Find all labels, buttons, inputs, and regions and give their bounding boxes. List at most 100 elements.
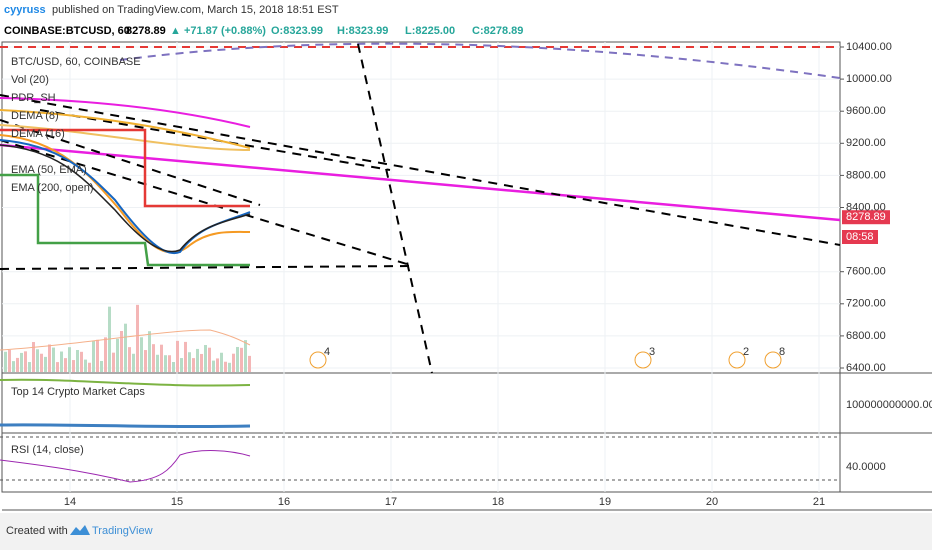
volume-bar	[164, 355, 167, 372]
countdown-box	[842, 230, 878, 244]
volume-bar	[12, 361, 15, 372]
volume-bar	[36, 349, 39, 372]
volume-bar	[100, 360, 103, 372]
logo[interactable]	[70, 525, 90, 535]
legend-item: PDR_SH	[11, 92, 56, 104]
volume-bar	[60, 351, 63, 372]
event-count: 4	[324, 346, 330, 358]
x-tick-label: 18	[492, 496, 504, 508]
cap-line	[0, 378, 251, 387]
volume-bar	[88, 362, 91, 372]
cap-line	[0, 423, 251, 429]
vol-ma	[0, 329, 251, 351]
legend-item: EMA (50, EMA)	[11, 164, 87, 176]
volume-bar	[212, 360, 215, 372]
volume-bar	[168, 355, 171, 372]
volume-bar	[72, 360, 75, 372]
volume-bar	[56, 362, 59, 372]
volume-bar	[224, 361, 227, 372]
event-count: 3	[649, 346, 655, 358]
volume-bar	[176, 340, 179, 372]
volume-bar	[48, 344, 51, 372]
change: ▲ +71.87 (+0.88%)	[170, 25, 266, 37]
event-badge	[634, 351, 652, 369]
volume-bar	[192, 358, 195, 372]
volume-bar	[76, 349, 79, 372]
low: L:8225.00	[405, 25, 455, 37]
x-tick-label: 15	[171, 496, 183, 508]
footer-created: Created with	[6, 525, 68, 537]
volume-bar	[132, 353, 135, 372]
last-price-box	[842, 210, 890, 225]
price-tick-label: 9600.00	[846, 105, 886, 117]
volume-bar	[92, 340, 95, 372]
volume-bar	[228, 362, 231, 372]
event-badge	[309, 351, 327, 369]
volume-bar	[68, 347, 71, 372]
volume-bar	[84, 359, 87, 372]
volume-bar	[44, 356, 47, 372]
ema	[0, 109, 251, 149]
dashed-line	[357, 43, 433, 374]
volume-bar	[200, 353, 203, 372]
symbol-line: COINBASE:BTCUSD, 60 8278.89 ▲ +71.87 (+0…	[4, 25, 523, 37]
high: H:8323.99	[337, 25, 388, 37]
pane-title: RSI (14, close)	[11, 444, 84, 456]
volume-bar	[24, 351, 27, 372]
volume-bar	[52, 347, 55, 372]
dashed-line	[0, 265, 411, 270]
channel-high	[0, 128, 250, 208]
dashed-line	[0, 119, 261, 206]
legend-item: DEMA (8)	[11, 110, 59, 122]
volume-bar	[136, 304, 139, 372]
x-tick-label: 14	[64, 496, 76, 508]
volume-bar	[232, 353, 235, 372]
volume-bar	[124, 323, 127, 372]
legend: BTC/USD, 60, COINBASE Vol (20) PDR_SH DEMA …	[11, 56, 141, 194]
volume-bar	[116, 338, 119, 372]
volume-bar	[180, 358, 183, 372]
volume-bar	[140, 337, 143, 372]
event-count: 2	[743, 346, 749, 358]
footer-brand[interactable]: TradingView	[92, 525, 153, 537]
x-tick-label: 20	[706, 496, 718, 508]
x-tick-label: 16	[278, 496, 290, 508]
volume-bar	[104, 337, 107, 372]
price-tick-label: 8400.00	[846, 201, 886, 213]
author[interactable]: cyyruss	[4, 4, 46, 16]
close: C:8278.89	[472, 25, 523, 37]
volume-bar	[188, 352, 191, 372]
dashed-line	[0, 94, 841, 246]
volume-bar	[64, 358, 67, 372]
volume-bar	[32, 342, 35, 372]
events: 4 3 2 8	[309, 346, 785, 369]
volume-bar	[220, 352, 223, 372]
volume-bar	[208, 347, 211, 372]
volume-bar	[16, 357, 19, 372]
rsi-line	[0, 450, 251, 483]
volume-bar	[216, 358, 219, 372]
legend-item: DEMA (16)	[11, 128, 65, 140]
volume-bar	[196, 348, 199, 372]
volume-bar	[28, 362, 31, 372]
countdown: 08:58	[846, 231, 874, 243]
volume-bar	[4, 351, 7, 372]
drawings	[0, 42, 841, 374]
volume-bar	[184, 341, 187, 372]
volume-bar	[244, 340, 247, 372]
last: 8278.89	[126, 25, 166, 37]
pane-title: Top 14 Crypto Market Caps	[11, 386, 145, 398]
volume-bar	[20, 352, 23, 372]
volume-bar	[8, 349, 11, 372]
volume-bar	[80, 351, 83, 372]
footer	[0, 513, 932, 550]
volume-bar	[112, 352, 115, 372]
channel-low	[0, 173, 250, 267]
trend-line	[0, 143, 841, 222]
volume-bar	[152, 344, 155, 372]
volume-bar	[236, 346, 239, 372]
published: published on TradingView.com, March 15, …	[52, 4, 339, 16]
volume-bar	[128, 347, 131, 372]
last-price: 8278.89	[846, 211, 886, 223]
